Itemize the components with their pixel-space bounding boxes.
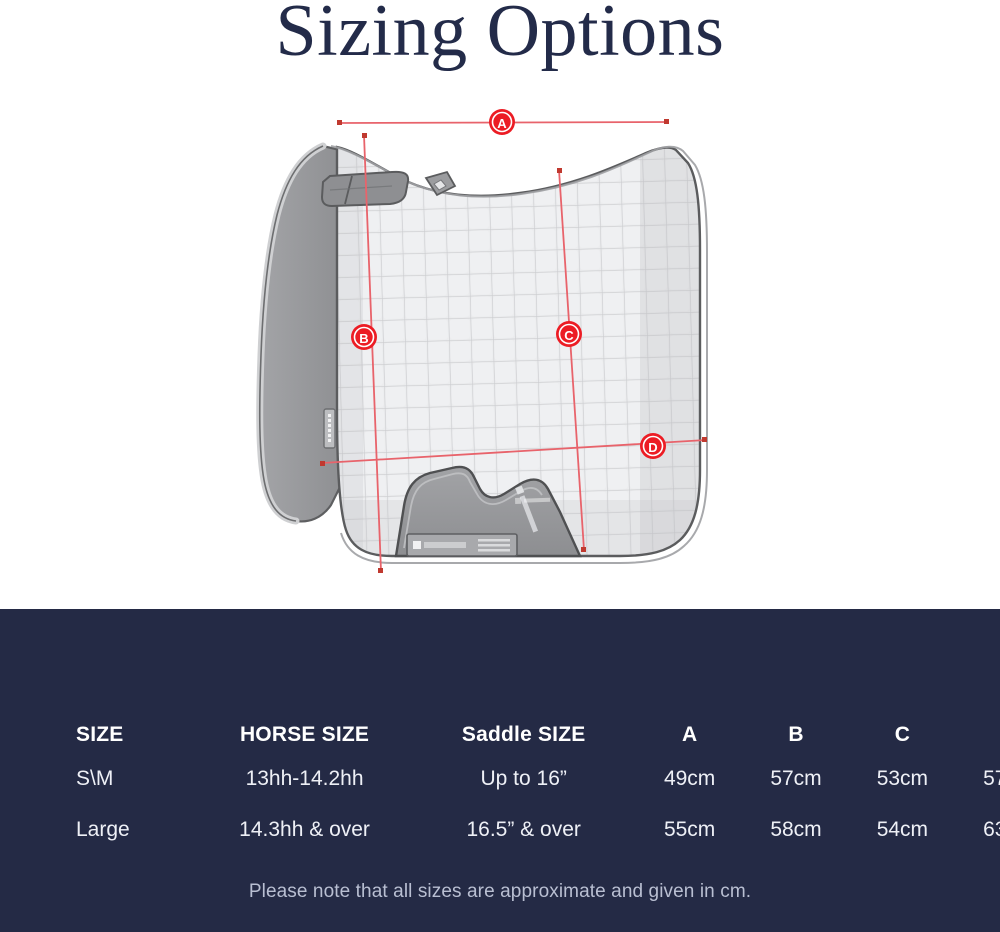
pad-girth-guard: [394, 465, 582, 558]
guard-brand-text: [515, 485, 539, 533]
pad-strap-loop: [320, 170, 410, 208]
marker-c: C: [556, 321, 582, 347]
sizing-table-panel: SIZE HORSE SIZE Saddle SIZE A B C D S\M …: [0, 609, 1000, 932]
marker-d: D: [640, 433, 666, 459]
column-header-horse-size: HORSE SIZE: [239, 723, 370, 746]
sizing-footnote: Please note that all sizes are approxima…: [248, 881, 752, 902]
pad-care-label: [406, 533, 518, 557]
measure-line-b: [363, 134, 382, 572]
cell-horse-size: 14.3hh & over: [239, 817, 370, 841]
cell-horse-size: 13hh-14.2hh: [245, 766, 364, 790]
pad-front-flap: [256, 142, 342, 525]
marker-b: B: [351, 324, 377, 350]
cell-a: 49cm: [663, 766, 716, 790]
marker-c-label: C: [564, 328, 574, 343]
cell-saddle-size: 16.5” & over: [466, 817, 581, 841]
marker-d-label: D: [648, 440, 657, 455]
cell-a: 55cm: [663, 817, 716, 841]
marker-b-label: B: [359, 331, 368, 346]
column-header-size: SIZE: [76, 723, 124, 746]
column-header-b: B: [788, 723, 804, 746]
marker-a: A: [489, 109, 515, 135]
table-row: S\M 13hh-14.2hh Up to 16” 49cm 57cm 53cm…: [62, 753, 1000, 804]
cell-c: 53cm: [876, 766, 929, 790]
sizing-table: SIZE HORSE SIZE Saddle SIZE A B C D S\M …: [62, 665, 1000, 855]
cell-c: 54cm: [876, 817, 929, 841]
column-header-d: D: [956, 665, 1000, 753]
measure-line-c: [558, 169, 585, 551]
hero-section: Sizing Options: [256, 0, 725, 573]
column-header-c: C: [894, 723, 911, 746]
column-header-saddle-size: Saddle SIZE: [461, 723, 586, 746]
pad-brand-mark: [515, 497, 551, 504]
cell-b: 58cm: [770, 817, 822, 841]
cell-b: 57cm: [770, 766, 822, 790]
column-header-a: A: [681, 723, 698, 746]
cell-size: S\M: [76, 766, 114, 790]
page-title: Sizing Options: [275, 0, 725, 72]
cell-saddle-size: Up to 16”: [480, 766, 567, 790]
table-header-row: SIZE HORSE SIZE Saddle SIZE A B C D: [62, 665, 1000, 753]
cell-size: Large: [76, 817, 130, 841]
table-row: Large 14.3hh & over 16.5” & over 55cm 58…: [62, 804, 1000, 855]
cell-d: 63cm: [983, 817, 1000, 841]
pad-logo-tab: [424, 170, 457, 197]
marker-a-label: A: [497, 116, 507, 131]
measurement-endpoints: [320, 119, 707, 573]
pad-side-label: [323, 408, 336, 449]
saddle-pad-diagram: A B C D: [256, 109, 708, 573]
cell-d: 57cm: [983, 766, 1000, 790]
